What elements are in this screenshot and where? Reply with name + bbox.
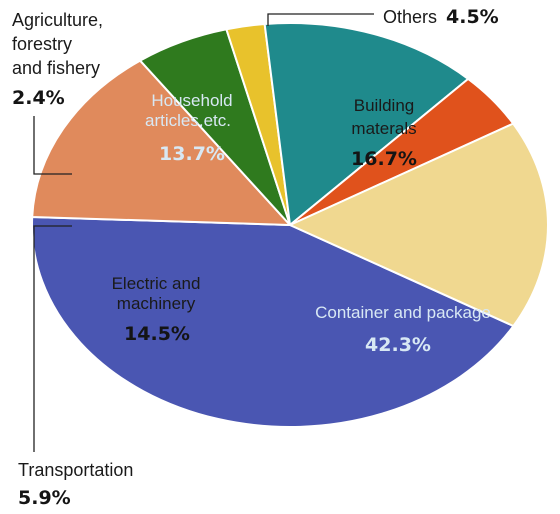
- pie-slice-household-articles-etc: [263, 22, 470, 226]
- slice-label-building-line1: Building: [354, 96, 415, 115]
- slice-value-building: 16.7%: [351, 148, 417, 170]
- leader-line-agriculture: [33, 116, 72, 175]
- pie-slice-building-materals: [289, 122, 549, 327]
- slice-label-electric-and-machinery-line2: machinery: [117, 294, 196, 313]
- slice-value-others: 4.5%: [446, 6, 499, 28]
- slice-value-household: 13.7%: [159, 143, 225, 165]
- slice-label-agriculture-line2: forestry: [12, 34, 72, 54]
- slice-value-agriculture: 2.4%: [12, 87, 65, 109]
- slice-label-electric-and-machinery-line1: Electric and: [112, 274, 201, 293]
- slice-value-container-and-package: 42.3%: [365, 334, 431, 356]
- slice-label-household-line1: Household: [151, 91, 232, 110]
- slice-value-electric-and-machinery: 14.5%: [124, 323, 190, 345]
- leader-line-others: [267, 13, 374, 26]
- slice-label-household-line2: articles,etc.: [145, 111, 231, 130]
- slice-label-others: Others: [383, 7, 437, 27]
- slice-label-building-line2: materals: [351, 119, 416, 138]
- slice-label-agriculture-line1: Agriculture,: [12, 10, 103, 30]
- slice-label-agriculture-line3: and fishery: [12, 58, 100, 78]
- leader-line-transportation: [33, 225, 72, 452]
- slice-label-transportation: Transportation: [18, 460, 133, 480]
- pie-slice-electric-and-machinery: [31, 59, 291, 226]
- pie-slice-container-and-package: [31, 215, 515, 428]
- slice-label-container-and-package: Container and package: [315, 303, 491, 322]
- slice-value-transportation: 5.9%: [18, 487, 71, 509]
